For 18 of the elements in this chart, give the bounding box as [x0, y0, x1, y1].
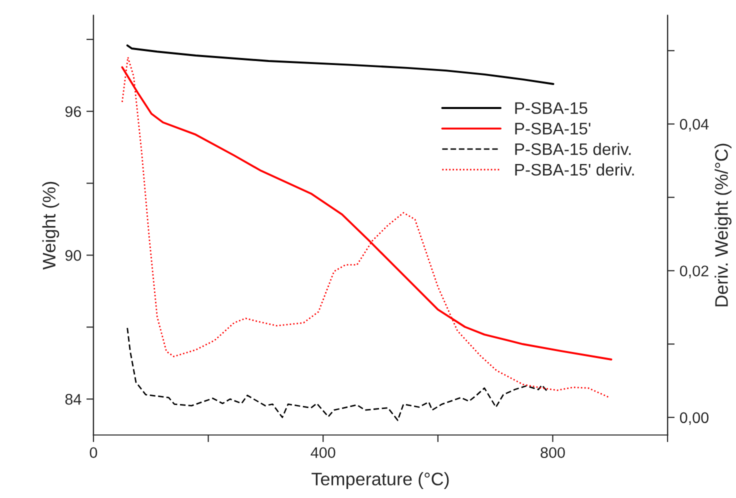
- legend-label: P-SBA-15': [515, 122, 590, 135]
- y-tick-label: 84: [65, 394, 82, 405]
- x-tick-label: 400: [310, 447, 336, 458]
- y2-tick-label: 0,00: [680, 412, 708, 425]
- line-series: [126, 327, 548, 422]
- y2-tick-label: 0,04: [680, 118, 709, 132]
- x-tick-label: 0: [90, 447, 98, 458]
- y2-tick-label: 0,02: [680, 266, 708, 278]
- legend-label: P-SBA-15' deriv.: [515, 163, 634, 176]
- y2-axis-title: Deriv. Weight (%/°C): [714, 144, 732, 306]
- line-series: [126, 44, 554, 85]
- x-tick-label: 800: [540, 447, 565, 458]
- legend-label: P-SBA-15: [515, 102, 588, 114]
- legend-label: P-SBA-15 deriv.: [515, 142, 631, 156]
- x-axis-title: Temperature (°C): [312, 472, 449, 489]
- y-tick-label: 96: [65, 106, 81, 118]
- y-tick-label: 90: [65, 250, 82, 261]
- y-axis-title: Weight (%): [42, 182, 60, 270]
